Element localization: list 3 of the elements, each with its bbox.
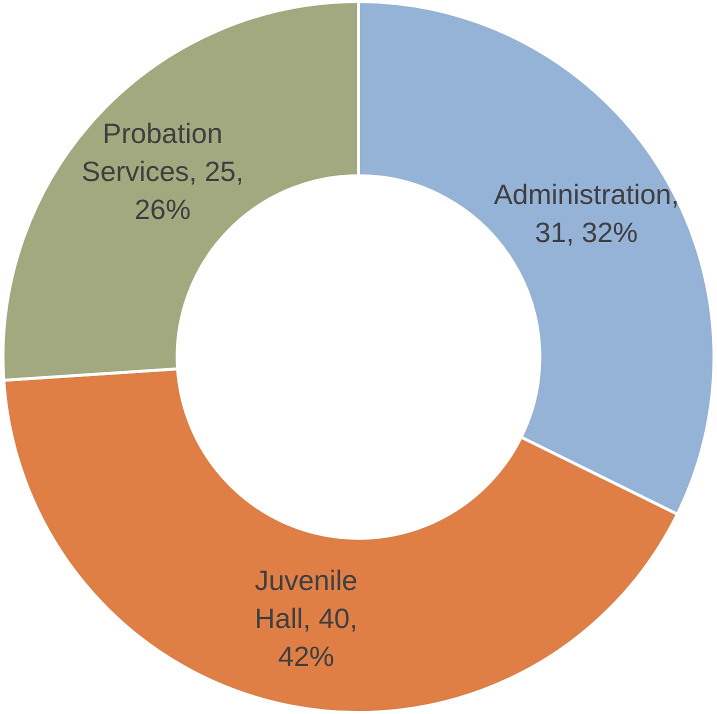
slice-label: Probation Services, 25, 26% — [82, 118, 244, 226]
slice-label: Administration, 31, 32% — [494, 178, 680, 248]
slice-label: Juvenile Hall, 40, 42% — [254, 564, 358, 672]
